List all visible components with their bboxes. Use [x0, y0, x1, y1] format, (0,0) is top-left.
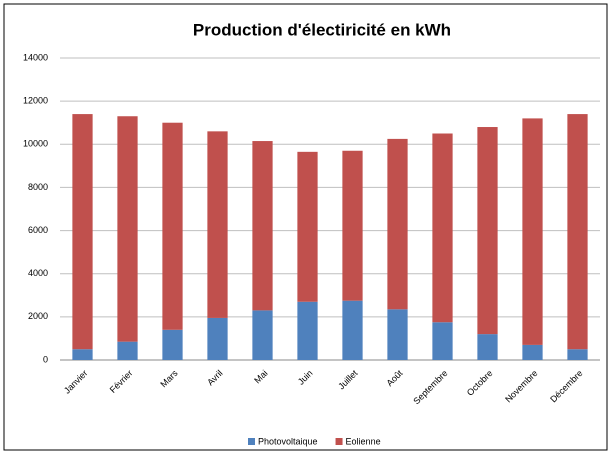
- bar-segment: [342, 150, 363, 301]
- chart-title: Production d'électiricité en kWh: [193, 20, 451, 39]
- bar-segment: [387, 309, 408, 360]
- y-tick-label: 2000: [28, 311, 48, 321]
- bar-segment: [162, 122, 183, 330]
- bar-segment: [117, 116, 138, 342]
- bar-segment: [567, 114, 588, 350]
- bar-segment: [207, 131, 228, 318]
- y-tick-label: 12000: [23, 96, 48, 106]
- bar-segment: [477, 334, 498, 360]
- bar-segment: [162, 329, 183, 360]
- bar-segment: [252, 310, 273, 360]
- bar-segment: [297, 151, 318, 302]
- bar-segment: [522, 118, 543, 345]
- y-tick-label: 10000: [23, 139, 48, 149]
- bar-segment: [432, 322, 453, 360]
- bar-segment: [117, 341, 138, 360]
- bar-segment: [477, 127, 498, 335]
- y-tick-label: 6000: [28, 225, 48, 235]
- legend-label: Eolienne: [346, 436, 381, 446]
- bar-segment: [297, 301, 318, 360]
- y-tick-label: 8000: [28, 182, 48, 192]
- bar-segment: [342, 300, 363, 360]
- bar-segment: [522, 344, 543, 360]
- legend-swatch: [248, 438, 255, 445]
- y-tick-label: 4000: [28, 268, 48, 278]
- y-tick-label: 14000: [23, 52, 48, 62]
- y-tick-label: 0: [43, 354, 48, 364]
- bar-segment: [207, 317, 228, 360]
- bar-segment: [72, 114, 93, 350]
- bar-segment: [72, 349, 93, 360]
- legend-label: Photovoltaique: [258, 436, 318, 446]
- bar-segment: [432, 133, 453, 323]
- bar-segment: [567, 349, 588, 360]
- legend-swatch: [335, 438, 343, 445]
- bar-segment: [252, 141, 273, 311]
- bar-segment: [387, 138, 408, 310]
